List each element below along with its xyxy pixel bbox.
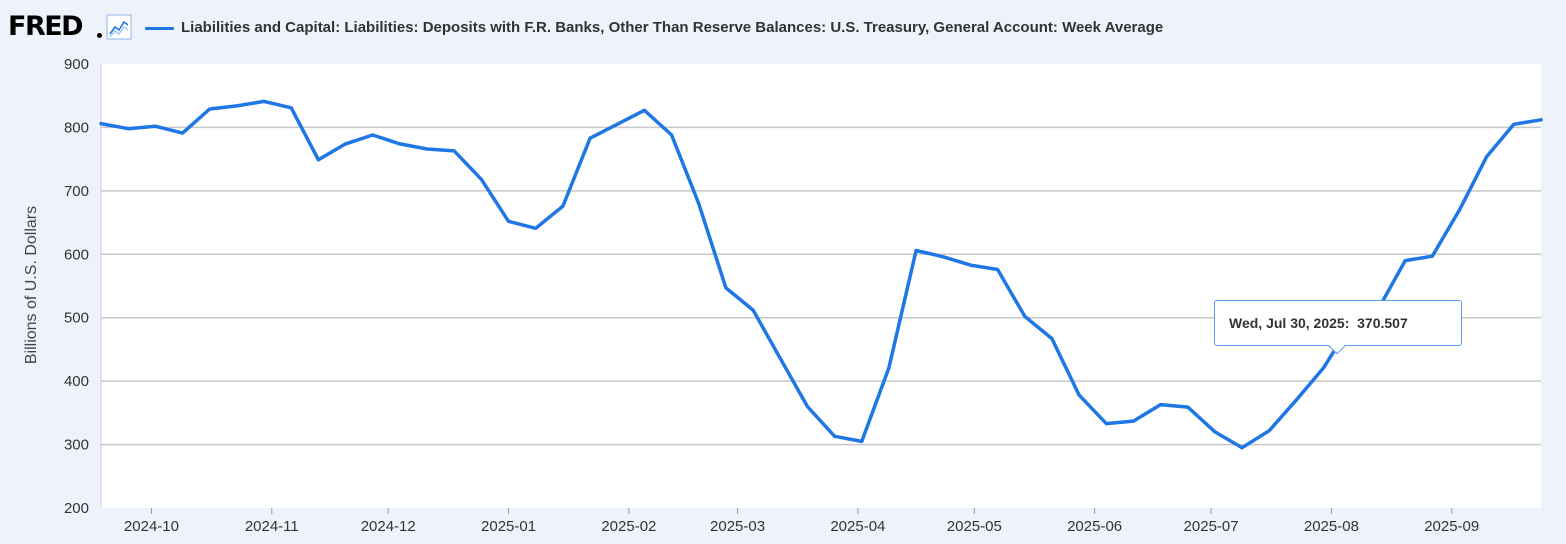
- data-point[interactable]: [1404, 259, 1407, 262]
- y-tick-label: 900: [64, 56, 89, 73]
- data-point[interactable]: [1105, 422, 1108, 425]
- x-tick-label: 2025-02: [601, 518, 656, 535]
- data-point[interactable]: [426, 148, 429, 151]
- data-point[interactable]: [561, 205, 564, 208]
- x-tick-label: 2024-10: [124, 518, 179, 535]
- y-tick-label: 300: [64, 437, 89, 454]
- x-axis-ticks: 2024-10 2024-11 2024-12 2025-01 2025-02 2025-…: [124, 508, 1479, 535]
- x-tick-label: 2025-04: [830, 518, 885, 535]
- y-tick-label: 200: [64, 500, 89, 517]
- y-axis-label: Billions of U.S. Dollars: [23, 206, 40, 364]
- data-point[interactable]: [724, 286, 727, 289]
- data-point[interactable]: [181, 132, 184, 135]
- data-point[interactable]: [969, 264, 972, 267]
- data-point[interactable]: [670, 134, 673, 137]
- y-tick-label: 800: [64, 119, 89, 136]
- data-point[interactable]: [1050, 337, 1053, 340]
- data-point[interactable]: [833, 435, 836, 438]
- data-point[interactable]: [371, 134, 374, 137]
- data-point[interactable]: [643, 109, 646, 112]
- y-tick-label: 500: [64, 310, 89, 327]
- data-point[interactable]: [208, 108, 211, 111]
- x-tick-label: 2025-06: [1067, 518, 1122, 535]
- data-point[interactable]: [1485, 155, 1488, 158]
- data-point[interactable]: [942, 255, 945, 258]
- data-point[interactable]: [154, 125, 157, 128]
- data-point[interactable]: [127, 127, 130, 130]
- data-point[interactable]: [398, 142, 401, 145]
- data-point[interactable]: [887, 366, 890, 369]
- data-point[interactable]: [1512, 123, 1515, 126]
- data-point[interactable]: [1241, 446, 1244, 449]
- data-point[interactable]: [806, 405, 809, 408]
- plot-area: [101, 64, 1541, 508]
- data-point[interactable]: [453, 149, 456, 152]
- data-point[interactable]: [589, 137, 592, 140]
- x-tick-label: 2024-12: [361, 518, 416, 535]
- chart: 200300400500600700800900 2024-10 2024-11 2…: [0, 0, 1566, 544]
- tooltip-value: 370.507: [1357, 315, 1408, 331]
- data-point[interactable]: [1078, 394, 1081, 397]
- y-tick-label: 700: [64, 183, 89, 200]
- data-point[interactable]: [100, 122, 103, 125]
- y-axis-ticks: 200 300 400 500 600 700 800 900: [64, 56, 89, 517]
- data-point[interactable]: [697, 202, 700, 205]
- data-point[interactable]: [1132, 420, 1135, 423]
- x-tick-label: 2025-08: [1304, 518, 1359, 535]
- y-tick-label: 600: [64, 246, 89, 263]
- data-point[interactable]: [1186, 406, 1189, 409]
- x-tick-label: 2024-11: [245, 518, 299, 535]
- data-point[interactable]: [915, 249, 918, 252]
- data-point[interactable]: [1214, 430, 1217, 433]
- y-tick-label: 400: [64, 373, 89, 390]
- data-point[interactable]: [1322, 366, 1325, 369]
- data-point[interactable]: [996, 268, 999, 271]
- data-point[interactable]: [317, 158, 320, 161]
- data-tooltip: Wed, Jul 30, 2025: 370.507: [1214, 300, 1462, 346]
- data-point[interactable]: [263, 100, 266, 103]
- data-point[interactable]: [1023, 315, 1026, 318]
- data-point[interactable]: [534, 227, 537, 230]
- data-point[interactable]: [480, 178, 483, 181]
- data-point[interactable]: [344, 142, 347, 145]
- data-point[interactable]: [1295, 398, 1298, 401]
- data-point[interactable]: [616, 123, 619, 126]
- data-point[interactable]: [1540, 118, 1543, 121]
- data-point[interactable]: [1458, 208, 1461, 211]
- data-point[interactable]: [507, 220, 510, 223]
- x-tick-label: 2025-03: [710, 518, 765, 535]
- x-tick-label: 2025-05: [947, 518, 1002, 535]
- data-point[interactable]: [752, 309, 755, 312]
- tooltip-date: Wed, Jul 30, 2025:: [1229, 315, 1349, 331]
- data-point[interactable]: [1159, 403, 1162, 406]
- data-point[interactable]: [779, 357, 782, 360]
- data-point[interactable]: [290, 106, 293, 109]
- data-point[interactable]: [1431, 255, 1434, 258]
- x-tick-label: 2025-09: [1424, 518, 1479, 535]
- x-tick-label: 2025-01: [481, 518, 536, 535]
- data-point[interactable]: [235, 104, 238, 107]
- x-tick-label: 2025-07: [1184, 518, 1239, 535]
- data-point[interactable]: [1268, 429, 1271, 432]
- tooltip-text: Wed, Jul 30, 2025: 370.507: [1229, 315, 1408, 331]
- data-point[interactable]: [860, 440, 863, 443]
